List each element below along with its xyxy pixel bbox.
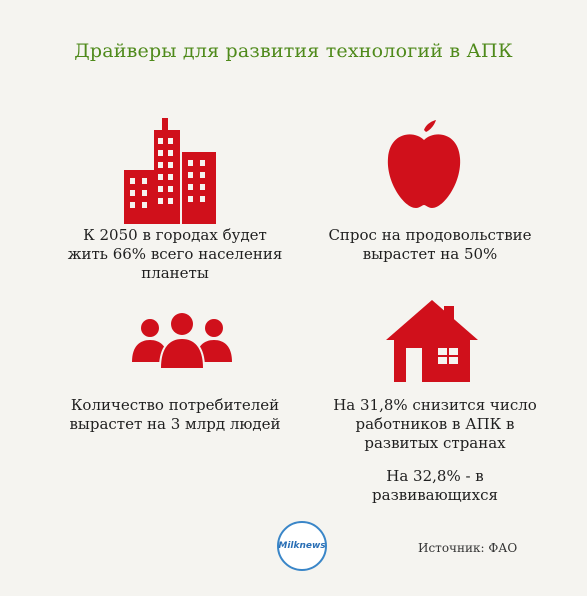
stat-line: На 31,8% снизится число	[333, 396, 537, 414]
stat-consumers: Количество потребителей вырастет на 3 мл…	[40, 396, 310, 434]
source-caption: Источник: ФАО	[418, 541, 518, 555]
stat-line: вырастет на 3 млрд людей	[69, 415, 281, 433]
page-title: Драйверы для развития технологий в АПК	[74, 40, 513, 62]
stat-line: развивающихся	[372, 486, 498, 504]
apple-icon	[384, 120, 464, 210]
stat-line: развитых странах	[364, 434, 506, 452]
stat-line: работников в АПК в	[355, 415, 515, 433]
stat-line: вырастет на 50%	[362, 245, 498, 263]
milknews-logo: Milknews	[277, 521, 327, 571]
stat-line: жить 66% всего населения	[67, 245, 283, 263]
stat-line: Спрос на продовольствие	[328, 226, 532, 244]
city-buildings-icon	[120, 118, 220, 224]
stat-urban-population: К 2050 в городах будет жить 66% всего на…	[50, 226, 300, 283]
people-group-icon	[132, 312, 232, 368]
stat-line: К 2050 в городах будет	[83, 226, 267, 244]
stat-agri-workers: На 31,8% снизится число работников в АПК…	[310, 396, 560, 505]
stat-line: планеты	[141, 264, 209, 282]
stat-line: На 32,8% - в	[386, 467, 484, 485]
logo-text: Milknews	[278, 541, 326, 551]
house-icon	[386, 298, 478, 382]
stat-food-demand: Спрос на продовольствие вырастет на 50%	[300, 226, 560, 264]
stat-line: Количество потребителей	[70, 396, 280, 414]
